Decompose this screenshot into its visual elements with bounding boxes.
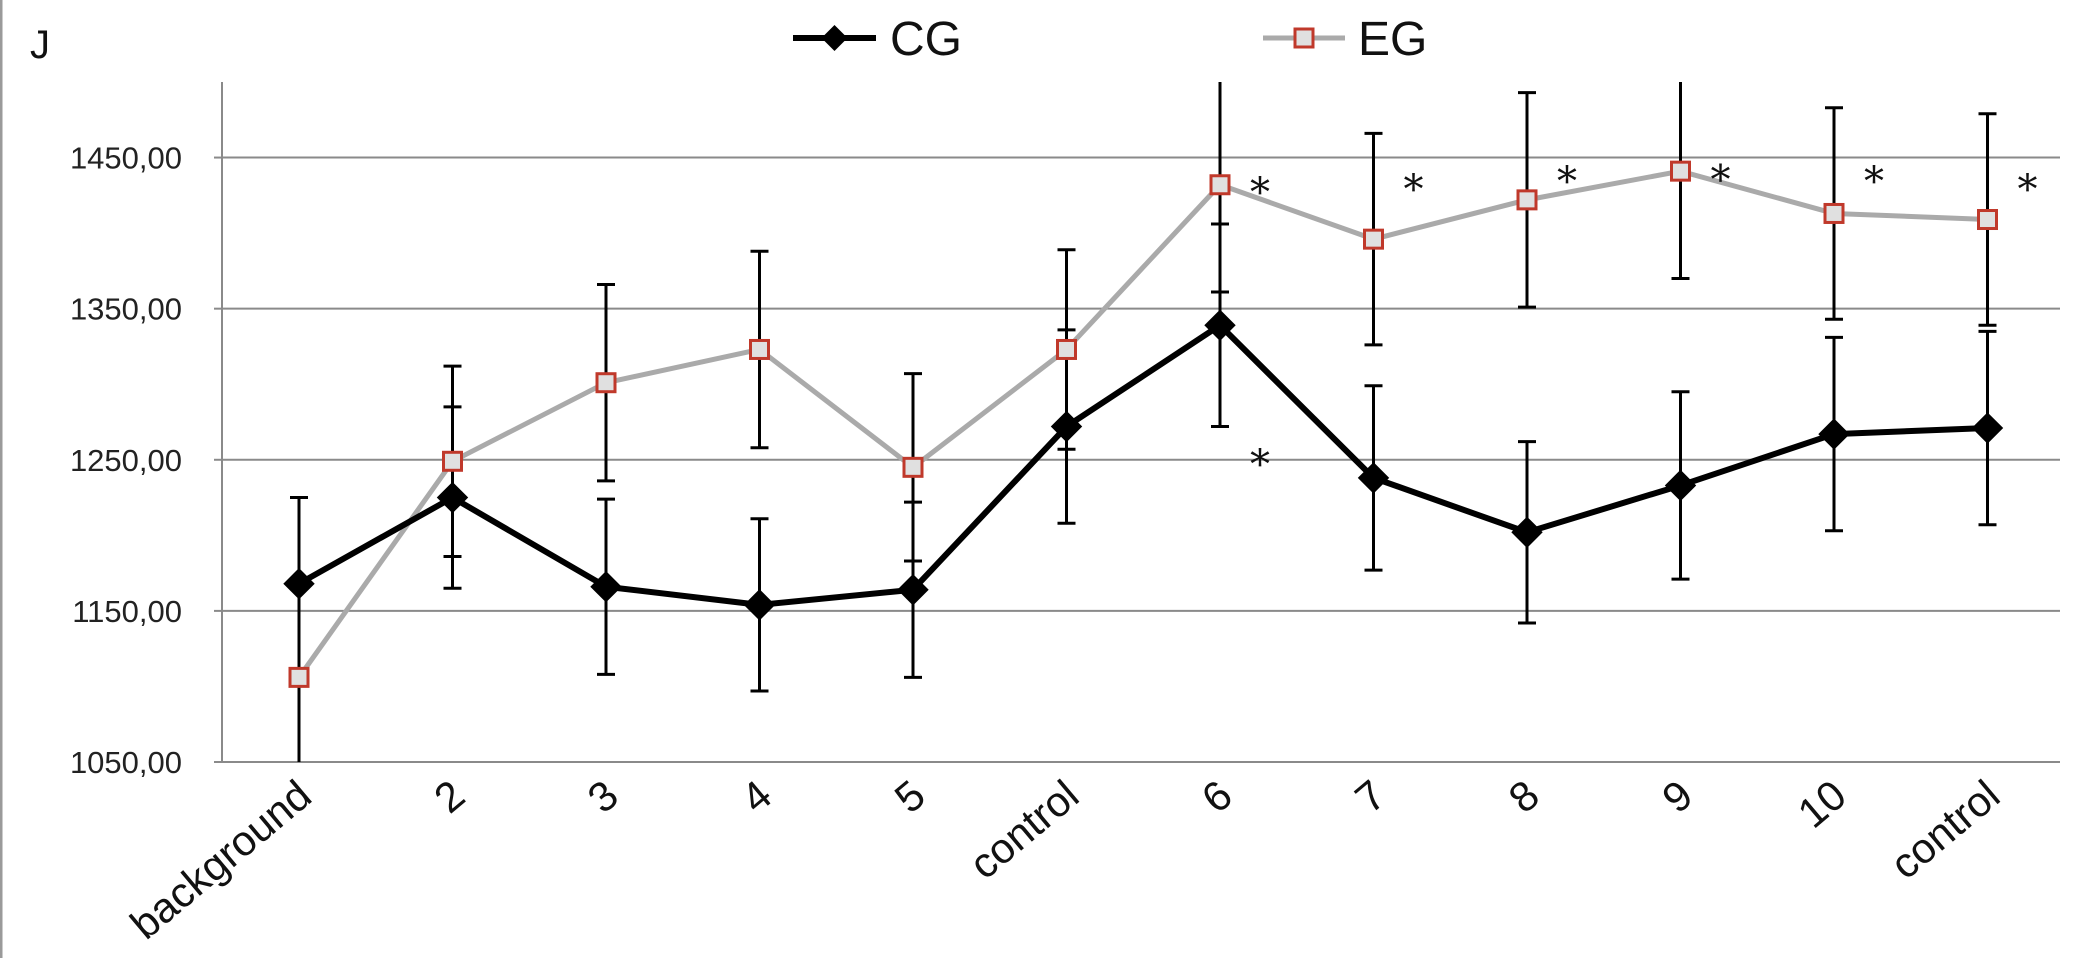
data-point-cg bbox=[897, 574, 929, 606]
data-point-cg bbox=[1204, 309, 1236, 341]
x-tick-label: 9 bbox=[1653, 771, 1701, 822]
x-tick-label: 10 bbox=[1789, 771, 1855, 837]
significance-star: * bbox=[1711, 158, 1731, 204]
data-point-eg bbox=[749, 338, 770, 360]
data-point-cg bbox=[743, 589, 776, 621]
data-point-eg bbox=[442, 450, 463, 472]
data-point-eg bbox=[1823, 202, 1845, 224]
significance-star: * bbox=[1250, 442, 1270, 488]
legend-marker-cg bbox=[821, 25, 848, 51]
x-tick-label: control bbox=[1882, 771, 2009, 888]
x-tick-label: 7 bbox=[1346, 771, 1394, 822]
y-tick-label: 1050,00 bbox=[70, 745, 182, 780]
y-tick-label: 1250,00 bbox=[70, 443, 182, 478]
legend-marker-eg bbox=[1293, 27, 1315, 49]
data-point-cg bbox=[1357, 462, 1390, 494]
series-line-eg bbox=[296, 168, 1988, 679]
series-markers bbox=[283, 160, 2004, 688]
y-tick-label: 1450,00 bbox=[70, 141, 182, 176]
legend-label-cg: CG bbox=[890, 13, 962, 66]
significance-star: * bbox=[1864, 159, 1884, 205]
data-point-eg bbox=[1209, 174, 1231, 196]
data-point-cg bbox=[1818, 418, 1850, 450]
x-axis-ticks: background 2 3 4 5 control 6 7 8 9 10 control bbox=[121, 771, 2008, 948]
data-point-cg bbox=[436, 481, 469, 514]
data-point-eg bbox=[1516, 189, 1538, 211]
significance-star: * bbox=[1250, 170, 1270, 216]
significance-star: * bbox=[1404, 167, 1424, 213]
data-point-eg bbox=[1670, 160, 1691, 182]
significance-annotations: * * * * * * * bbox=[1250, 158, 2038, 488]
x-tick-label: 5 bbox=[886, 771, 934, 822]
data-point-eg bbox=[1056, 338, 1077, 360]
data-point-cg bbox=[590, 571, 622, 603]
x-tick-label: 4 bbox=[732, 771, 780, 822]
data-point-cg bbox=[1971, 412, 2004, 444]
data-point-eg bbox=[1363, 228, 1384, 250]
series-lines bbox=[296, 168, 1988, 679]
error-bars bbox=[290, 82, 1997, 762]
data-point-eg bbox=[595, 372, 617, 394]
y-tick-label: 1150,00 bbox=[72, 594, 182, 629]
gridlines bbox=[221, 82, 2060, 763]
legend-label-eg: EG bbox=[1358, 13, 1427, 66]
significance-star: * bbox=[2018, 167, 2038, 213]
legend: CG EG bbox=[793, 13, 1427, 66]
x-tick-label: 6 bbox=[1193, 771, 1241, 822]
data-point-eg bbox=[288, 666, 310, 688]
x-tick-label: control bbox=[961, 771, 1088, 888]
x-tick-label: 2 bbox=[425, 771, 473, 822]
x-tick-label: 8 bbox=[1500, 771, 1548, 822]
data-point-eg bbox=[1977, 209, 1998, 231]
data-point-cg bbox=[1664, 469, 1697, 502]
data-point-eg bbox=[902, 456, 924, 478]
y-tick-label: 1350,00 bbox=[70, 292, 182, 327]
data-point-cg bbox=[283, 567, 315, 600]
x-tick-label: 3 bbox=[579, 771, 627, 822]
y-axis-ticks: 1050,00 1150,00 1250,00 1350,00 1450,00 bbox=[70, 141, 222, 780]
data-point-cg bbox=[1050, 410, 1083, 443]
x-tick-label: background bbox=[121, 771, 319, 948]
significance-star: * bbox=[1557, 159, 1577, 205]
data-point-cg bbox=[1511, 516, 1543, 549]
y-axis-label: J bbox=[30, 23, 50, 67]
series-line-cg bbox=[297, 322, 1988, 608]
